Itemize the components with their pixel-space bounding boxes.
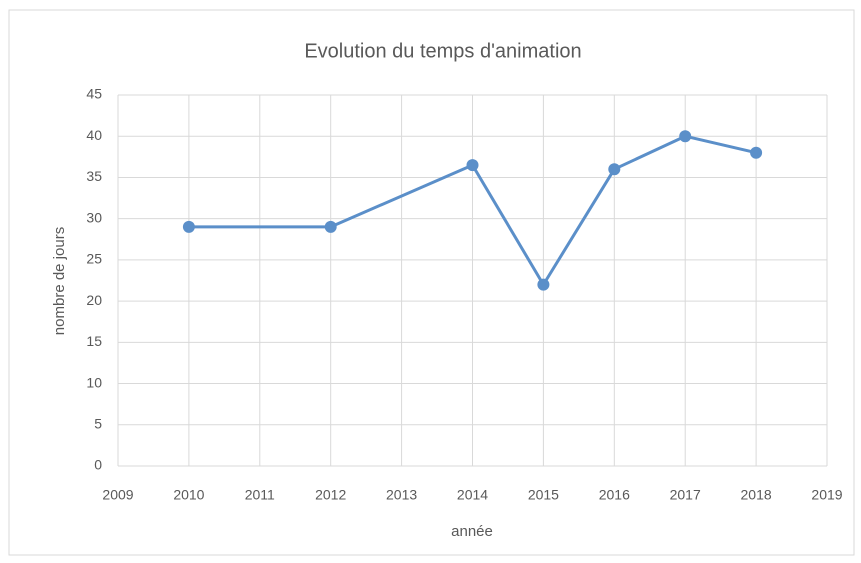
point [608,163,621,176]
y-tick-label: 30 [86,209,102,225]
point [750,146,763,159]
y-tick-label: 0 [94,457,102,473]
x-tick-label: 2011 [245,487,275,503]
y-tick-label: 5 [94,415,102,431]
chart-frame [8,9,855,556]
x-tick-label: 2016 [599,487,630,503]
y-tick-label: 45 [86,86,102,102]
chart-title: Evolution du temps d'animation [304,40,581,62]
x-tick-label: 2010 [173,487,204,503]
y-tick-label: 35 [86,168,102,184]
y-tick-label: 40 [86,127,102,143]
y-tick-label: 20 [86,292,102,308]
y-tick-label: 25 [86,251,102,267]
x-tick-label: 2015 [528,487,559,503]
x-tick-label: 2013 [386,487,417,503]
x-axis-label: année [451,523,493,540]
y-tick-label: 15 [86,333,102,349]
point [466,159,479,172]
point [537,278,550,291]
x-tick-label: 2019 [811,487,842,503]
x-tick-label: 2009 [102,487,133,503]
y-axis-label: nombre de jours [51,227,68,335]
point [182,220,195,233]
point [324,220,337,233]
point [679,130,692,143]
x-tick-label: 2017 [670,487,701,503]
x-tick-label: 2018 [741,487,772,503]
x-tick-label: 2012 [315,487,346,503]
x-tick-label: 2014 [457,487,488,503]
y-tick-label: 10 [86,374,102,390]
